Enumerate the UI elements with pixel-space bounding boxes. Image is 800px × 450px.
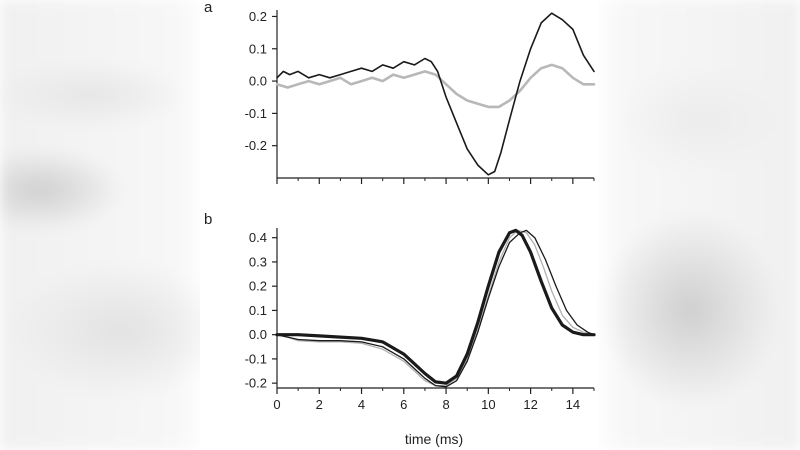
x-tick-label: 8: [442, 397, 449, 412]
y-tick-label: 0.0: [249, 74, 267, 89]
panel-a-label: a: [204, 0, 213, 16]
chart-panel-b: 0.4 0.3 0.2 0.1 0.0 -0.1 -0.2 0 2 4 6 8 10 12 14: [245, 228, 596, 412]
x-tick-label: 2: [316, 397, 323, 412]
y-tick-label: 0.1: [249, 303, 267, 318]
y-tick-label: 0.2: [249, 9, 267, 24]
y-tick-label: 0.2: [249, 279, 267, 294]
x-tick-label: 10: [481, 397, 495, 412]
series-line-thin-black: [276, 229, 595, 388]
x-tick-label: 0: [273, 397, 280, 412]
x-tick-label: 12: [523, 397, 537, 412]
x-axis-title: time (ms): [405, 431, 463, 447]
y-tick-label: 0.4: [249, 230, 267, 245]
panel-b-label: b: [204, 211, 212, 228]
x-tick-label: 6: [400, 397, 407, 412]
series-line-gray: [276, 229, 595, 387]
y-tick-label: -0.2: [245, 376, 267, 391]
x-tick-label: 14: [566, 397, 580, 412]
y-tick-label: 0.1: [249, 41, 267, 56]
series-line-gray: [275, 63, 596, 109]
series-line-black: [276, 12, 595, 176]
series-line-thick-black: [275, 228, 596, 385]
y-tick-label: -0.1: [245, 351, 267, 366]
y-tick-label: 0.0: [249, 327, 267, 342]
chart-panel-a: 0.2 0.1 0.0 -0.1 -0.2: [245, 9, 596, 184]
y-tick-label: -0.2: [245, 138, 267, 153]
y-tick-label: -0.1: [245, 106, 267, 121]
x-tick-label: 4: [358, 397, 365, 412]
y-tick-label: 0.3: [249, 254, 267, 269]
